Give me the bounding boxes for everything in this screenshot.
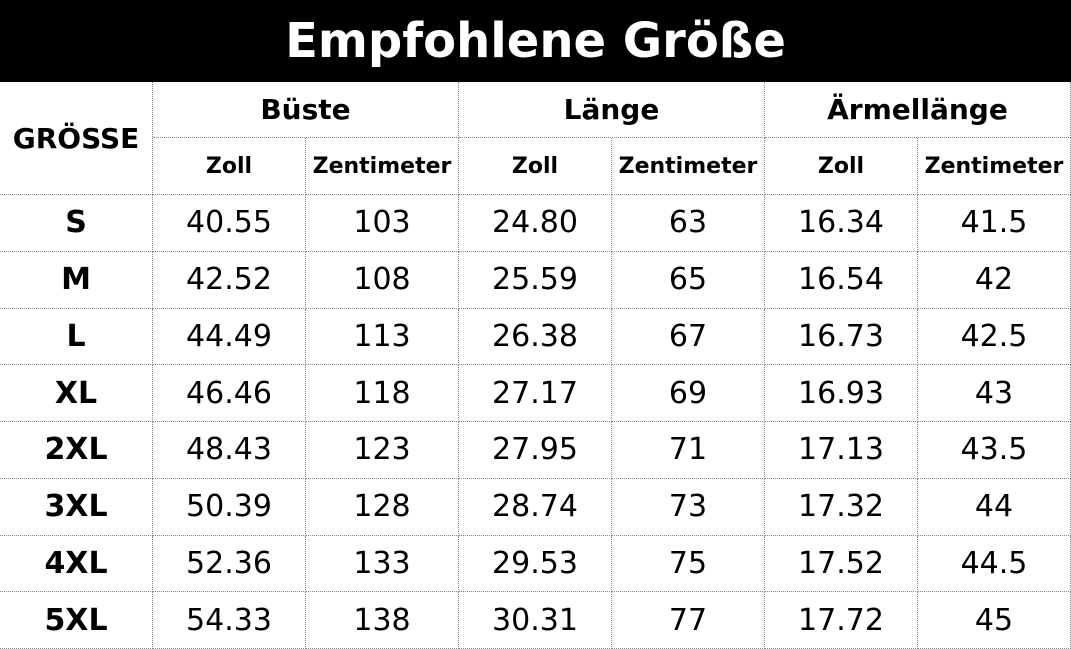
group-header: Länge: [459, 82, 765, 138]
size-header: GRÖSSE: [0, 82, 153, 195]
size-label: XL: [0, 365, 153, 422]
table-cell: 128: [306, 478, 459, 536]
table-cell: 103: [306, 195, 459, 252]
size-label: 3XL: [0, 478, 153, 536]
table-cell: 108: [306, 251, 459, 309]
table-cell: 63: [612, 195, 765, 252]
unit-header: Zentimeter: [612, 138, 765, 195]
group-header: Büste: [153, 82, 459, 138]
table-cell: 41.5: [918, 195, 1071, 252]
table-cell: 67: [612, 308, 765, 366]
table-cell: 28.74: [459, 478, 612, 536]
table-cell: 17.72: [765, 592, 918, 649]
table-cell: 42.5: [918, 308, 1071, 366]
table-cell: 17.52: [765, 535, 918, 593]
title: Empfohlene Größe: [0, 0, 1071, 82]
table-cell: 75: [612, 535, 765, 593]
table-cell: 138: [306, 592, 459, 649]
table-cell: 16.93: [765, 365, 918, 422]
table-cell: 25.59: [459, 251, 612, 309]
size-label: 5XL: [0, 592, 153, 649]
table-cell: 29.53: [459, 535, 612, 593]
table-cell: 16.34: [765, 195, 918, 252]
table-cell: 42.52: [153, 251, 306, 309]
table-cell: 77: [612, 592, 765, 649]
table-cell: 30.31: [459, 592, 612, 649]
table-cell: 16.54: [765, 251, 918, 309]
table-cell: 118: [306, 365, 459, 422]
table-cell: 123: [306, 422, 459, 479]
table-cell: 113: [306, 308, 459, 366]
table-cell: 43.5: [918, 422, 1071, 479]
size-label: L: [0, 308, 153, 366]
table-cell: 44.5: [918, 535, 1071, 593]
table-cell: 44: [918, 478, 1071, 536]
table-cell: 69: [612, 365, 765, 422]
table-cell: 50.39: [153, 478, 306, 536]
table-cell: 44.49: [153, 308, 306, 366]
unit-header: Zentimeter: [918, 138, 1071, 195]
unit-header: Zentimeter: [306, 138, 459, 195]
size-label: 2XL: [0, 422, 153, 479]
table-cell: 17.13: [765, 422, 918, 479]
size-label: M: [0, 251, 153, 309]
unit-header: Zoll: [459, 138, 612, 195]
size-label: S: [0, 195, 153, 252]
table-cell: 27.17: [459, 365, 612, 422]
unit-header: Zoll: [153, 138, 306, 195]
table-cell: 24.80: [459, 195, 612, 252]
unit-header: Zoll: [765, 138, 918, 195]
table-cell: 46.46: [153, 365, 306, 422]
size-label: 4XL: [0, 535, 153, 593]
table-cell: 48.43: [153, 422, 306, 479]
table-cell: 16.73: [765, 308, 918, 366]
table-cell: 45: [918, 592, 1071, 649]
table-cell: 17.32: [765, 478, 918, 536]
table-cell: 71: [612, 422, 765, 479]
table-cell: 54.33: [153, 592, 306, 649]
table-cell: 26.38: [459, 308, 612, 366]
table-cell: 52.36: [153, 535, 306, 593]
group-header: Ärmellänge: [765, 82, 1071, 138]
table-cell: 42: [918, 251, 1071, 309]
table-cell: 40.55: [153, 195, 306, 252]
table-cell: 65: [612, 251, 765, 309]
table-cell: 133: [306, 535, 459, 593]
table-cell: 43: [918, 365, 1071, 422]
table-cell: 27.95: [459, 422, 612, 479]
table-cell: 73: [612, 478, 765, 536]
